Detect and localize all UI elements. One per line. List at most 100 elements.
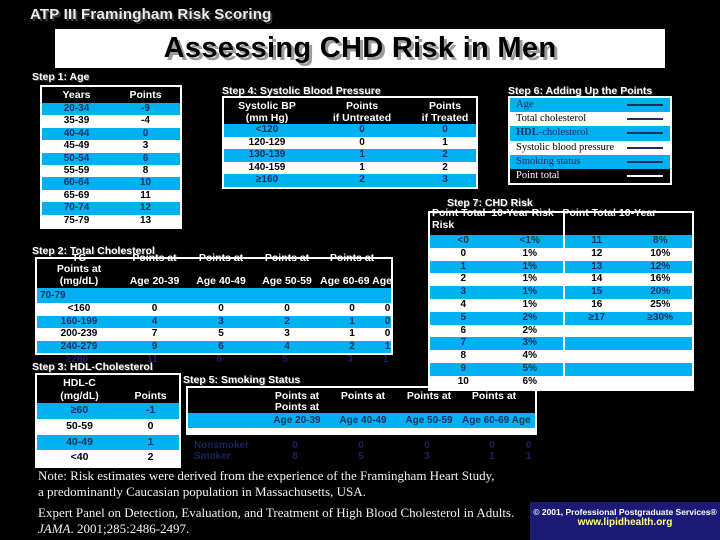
col-header-points: Points at <box>471 390 517 402</box>
points-cell: 1 <box>525 451 532 462</box>
step5-overflow-rows: Nonsmoker 0 0 0 0 0 Smoker 8 5 3 1 1 <box>186 440 533 462</box>
risk-row: 3 1% <box>430 286 563 299</box>
points-cell: 12 <box>139 202 152 214</box>
points-treated-cell: 0 <box>442 124 448 135</box>
col-header-mmhg: (mm Hg) <box>245 112 289 124</box>
points-cell: 11 <box>140 189 151 201</box>
write-in-line <box>627 160 663 163</box>
points-cell: 10 <box>139 177 152 189</box>
spacer <box>188 413 264 428</box>
citation: Expert Panel on Detection, Evaluation, a… <box>38 505 514 537</box>
risk-row: 4 1% <box>430 298 563 312</box>
points-cell: 13 <box>139 214 152 226</box>
step2-header-row1: TC Points at Points at Points at Points … <box>37 252 391 264</box>
risk-row: 12 10% <box>565 247 692 261</box>
tc-range-cell: 240-279 <box>60 340 98 352</box>
point-total-cell: <0 <box>457 235 469 246</box>
table-row: <120 0 0 <box>224 124 476 137</box>
note-line2: a predominantly Caucasian population in … <box>38 484 366 499</box>
col-header-points: Points at <box>198 252 244 264</box>
step1-header: Years Points <box>42 87 180 103</box>
point-total-cell: 10 <box>457 375 469 387</box>
risk-percent-cell: 16% <box>650 273 671 285</box>
points-cell: -1 <box>145 404 156 416</box>
points-cell: 3 <box>424 451 430 462</box>
col-header-points: Points <box>129 89 162 101</box>
sum-row: Age <box>510 98 670 113</box>
points-cell: 2 <box>284 315 290 327</box>
points-cell: 0 <box>384 315 391 327</box>
points-cell: 0 <box>489 440 495 451</box>
step2-header-row2: Points at <box>56 263 102 275</box>
risk-percent-cell <box>629 325 693 338</box>
copyright-text: © 2001, Professional Postgraduate Servic… <box>533 507 717 517</box>
point-total-cell: 4 <box>460 298 467 310</box>
age-range-cell: 50-54 <box>63 152 90 164</box>
step2-overflow-row: ≥280 11 8 5 3 1 <box>35 354 389 366</box>
col-header-age5059: Age 50-59 <box>405 415 453 426</box>
table-row: 50-54 6 <box>42 152 180 165</box>
table-row: 45-49 3 <box>42 140 180 153</box>
table-row: 75-79 13 <box>42 214 180 227</box>
step2-rows: <160 0 0 0 0 0 160-199 4 3 2 1 0 200-239… <box>37 303 391 353</box>
points-cell: 8 <box>216 354 222 365</box>
col-header-sbp: Systolic BP <box>238 100 296 112</box>
points-cell: 3 <box>284 328 290 339</box>
risk-percent-cell: 4% <box>522 350 537 362</box>
risk-row <box>565 350 692 363</box>
table-row: 40-44 0 <box>42 127 180 141</box>
age-range-cell: 70-74 <box>63 202 90 214</box>
tc-range-cell: <160 <box>67 303 91 314</box>
col-header-age2039: Age 20-39 <box>129 275 180 287</box>
smoking-status-cell: Smoker <box>194 451 231 462</box>
points-cell: 3 <box>142 140 149 152</box>
points-cell: 5 <box>282 354 288 365</box>
risk-percent-cell: 1% <box>522 260 537 272</box>
points-cell: 0 <box>384 303 391 314</box>
points-untreated-cell: 0 <box>359 124 365 135</box>
points-cell: 0 <box>142 127 149 139</box>
step2-title: Step 2: Total Cholesterol <box>32 245 155 257</box>
risk-percent-cell: 3% <box>522 337 537 349</box>
step4-rows: <120 0 0 120-129 0 1 130-139 1 2 140-159… <box>224 124 476 187</box>
points-cell: 0 <box>147 419 154 432</box>
spacer <box>122 377 179 390</box>
table-row: 200-239 7 5 3 1 0 <box>37 328 391 341</box>
sum-row: HDL-cholesterol <box>510 126 670 141</box>
col-header-age6069: Age 60-69 Age <box>462 415 531 426</box>
points-treated-cell: 2 <box>442 149 448 161</box>
points-cell: 6 <box>142 152 149 164</box>
col-header-points: Points at <box>264 252 310 264</box>
points-cell: 6 <box>218 340 224 352</box>
age-range-cell: 65-69 <box>63 189 90 201</box>
col-header-points: Points at <box>132 252 177 264</box>
risk-percent-cell <box>629 337 693 350</box>
risk-percent-cell: 12% <box>650 260 671 272</box>
point-total-cell: 12 <box>591 247 603 259</box>
step2-tc-table: TC Points at Points at Points at Points … <box>35 252 393 355</box>
risk-row: 11 8% <box>565 235 692 248</box>
points-cell: 8 <box>292 451 298 462</box>
smoking-status-cell: Nonsmoker <box>194 440 250 451</box>
hdl-range-cell: 40-49 <box>66 435 93 448</box>
points-treated-cell: 2 <box>442 161 448 173</box>
tc-range-cell: 200-239 <box>60 328 98 339</box>
age-range-cell: 35-39 <box>63 115 90 127</box>
point-total-cell <box>565 337 629 350</box>
col-header-age4049: Age 40-49 <box>196 275 246 287</box>
risk-percent-cell: 1% <box>522 298 537 310</box>
risk-percent-cell: 2% <box>522 324 537 336</box>
sum-label: Total cholesterol <box>516 113 587 125</box>
points-cell: 4 <box>151 315 158 327</box>
points-cell: 0 <box>151 303 158 314</box>
citation-line1: Expert Panel on Detection, Evaluation, a… <box>38 505 515 520</box>
step7-header-line2: Risk <box>432 219 455 231</box>
step7-risk-table: Point Total 10-Year Risk Point Total 10-… <box>428 207 694 391</box>
table-row: <160 0 0 0 0 0 <box>37 303 391 316</box>
age-range-cell: 75-79 <box>63 214 90 226</box>
step7-right-column: 11 8% 12 10% 13 12% 14 16% 15 20% 16 25% <box>565 235 692 389</box>
points-cell: 1 <box>382 354 389 365</box>
sum-label: Systolic blood pressure <box>516 141 614 153</box>
point-total-cell: 0 <box>460 247 467 259</box>
